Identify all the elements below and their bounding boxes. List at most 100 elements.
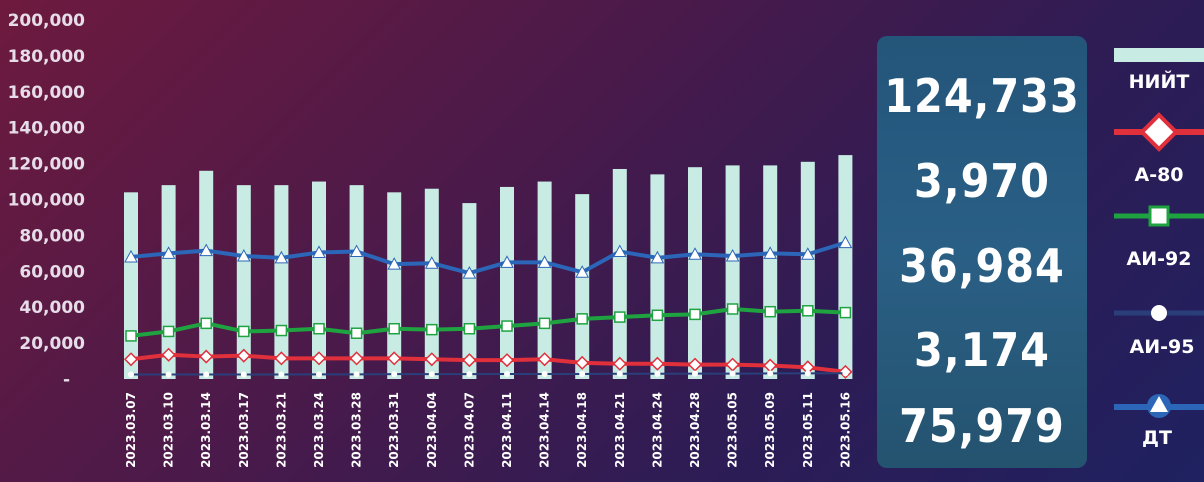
bar-total <box>312 181 326 379</box>
point-ai92 <box>162 325 175 338</box>
bar-total <box>688 167 702 379</box>
legend-label-a80: А-80 <box>1134 164 1183 186</box>
x-tick-label: 2023.04.21 <box>613 392 627 468</box>
legend-label-dt: ДТ <box>1142 427 1172 449</box>
point-ai92 <box>689 308 701 321</box>
x-tick-label: 2023.03.28 <box>350 392 364 468</box>
x-tick-label: 2023.05.05 <box>726 392 740 468</box>
point-ai92 <box>125 330 137 342</box>
x-tick-label: 2023.04.14 <box>538 392 552 468</box>
series-line <box>130 240 846 276</box>
point-dt <box>387 257 402 270</box>
point-ai95 <box>541 370 548 377</box>
point-ai92 <box>802 305 814 317</box>
point-a80 <box>650 356 665 371</box>
point-dt <box>763 246 778 259</box>
point-a80 <box>199 349 214 364</box>
x-tick-label: 2023.04.18 <box>575 392 589 468</box>
point-ai95 <box>428 371 435 378</box>
point-ai92 <box>388 322 400 335</box>
point-a80 <box>537 352 552 367</box>
point-ai92 <box>501 320 513 332</box>
point-a80 <box>499 353 515 368</box>
point-ai95 <box>128 371 134 378</box>
legend-label-total: НИЙТ <box>1129 70 1190 93</box>
latest-values-panel: 124,733 3,970 36,984 3,174 75,979 <box>877 36 1087 468</box>
legend-marker-a80-diamond-icon <box>1139 112 1179 152</box>
bar-total <box>387 192 402 379</box>
x-tick-label: 2023.04.24 <box>650 392 664 468</box>
y-tick-label: 80,000 <box>19 226 85 246</box>
legend-label-ai92: АИ-92 <box>1127 248 1192 270</box>
point-dt <box>800 247 815 260</box>
point-ai95 <box>353 371 360 378</box>
line-series <box>123 235 853 379</box>
latest-value-dt: 75,979 <box>899 399 1065 453</box>
bar-total <box>537 181 552 379</box>
point-dt <box>650 250 665 264</box>
bar-total <box>124 192 138 379</box>
point-ai92 <box>238 325 250 338</box>
x-tick-label: 2023.04.04 <box>425 392 439 468</box>
point-a80 <box>161 347 176 362</box>
bar-total <box>349 185 364 379</box>
point-ai95 <box>278 371 285 378</box>
point-dt <box>274 250 289 264</box>
point-dt <box>424 256 439 269</box>
y-tick-label: 160,000 <box>8 83 86 103</box>
point-ai95 <box>466 371 473 378</box>
y-tick-label: - <box>63 370 70 390</box>
point-ai95 <box>316 371 322 378</box>
bar-total <box>274 185 289 379</box>
point-ai92 <box>764 305 776 318</box>
point-ai95 <box>165 371 172 378</box>
point-ai92 <box>426 323 438 336</box>
point-ai92 <box>576 313 588 325</box>
y-tick-label: 20,000 <box>19 334 85 354</box>
x-tick-label: 2023.03.14 <box>199 392 213 468</box>
bar-total <box>763 165 778 379</box>
x-tick-label: 2023.04.28 <box>688 392 702 468</box>
point-ai92 <box>463 322 476 335</box>
x-tick-label: 2023.04.07 <box>462 392 476 468</box>
point-ai95 <box>391 371 398 378</box>
point-ai95 <box>240 371 247 378</box>
point-a80 <box>236 348 251 363</box>
point-ai92 <box>538 317 551 330</box>
x-tick-label: 2023.03.24 <box>312 392 326 468</box>
point-dt <box>199 243 214 257</box>
bar-total <box>575 194 590 379</box>
point-ai95 <box>804 370 811 377</box>
point-dt <box>725 248 740 262</box>
point-dt <box>575 265 590 278</box>
y-tick-label: 100,000 <box>8 191 86 211</box>
legend-label-ai95: АИ-95 <box>1130 336 1195 358</box>
point-a80 <box>462 353 477 368</box>
point-ai92 <box>350 327 363 339</box>
point-a80 <box>575 355 590 370</box>
x-tick-label: 2023.03.21 <box>274 392 288 468</box>
y-tick-label: 40,000 <box>19 298 85 318</box>
point-a80 <box>612 356 627 371</box>
bar-total <box>725 165 740 379</box>
x-tick-label: 2023.03.10 <box>162 392 176 468</box>
x-tick-label: 2023.04.11 <box>500 392 514 468</box>
y-tick-label: 140,000 <box>8 119 86 139</box>
point-ai92 <box>614 311 626 323</box>
legend-swatch-total <box>1114 48 1204 62</box>
y-axis: 200,000 180,000 160,000 140,000 120,000 100,0… <box>8 11 86 390</box>
point-ai92 <box>313 322 325 335</box>
point-ai95 <box>504 370 510 377</box>
y-tick-label: 120,000 <box>8 155 86 175</box>
point-ai95 <box>692 370 698 377</box>
x-axis: 2023.03.07 2023.03.10 2023.03.14 2023.03.17… <box>124 392 852 468</box>
point-a80 <box>311 351 327 366</box>
bar-total <box>424 188 439 379</box>
point-ai92 <box>726 303 739 315</box>
point-ai92 <box>839 306 852 319</box>
point-dt <box>462 266 477 279</box>
x-tick-label: 2023.05.11 <box>801 392 815 468</box>
point-ai95 <box>842 370 849 377</box>
legend: НИЙТ А-80 АИ-92 АИ-95 ДТ <box>1114 48 1204 449</box>
point-ai95 <box>767 370 774 377</box>
